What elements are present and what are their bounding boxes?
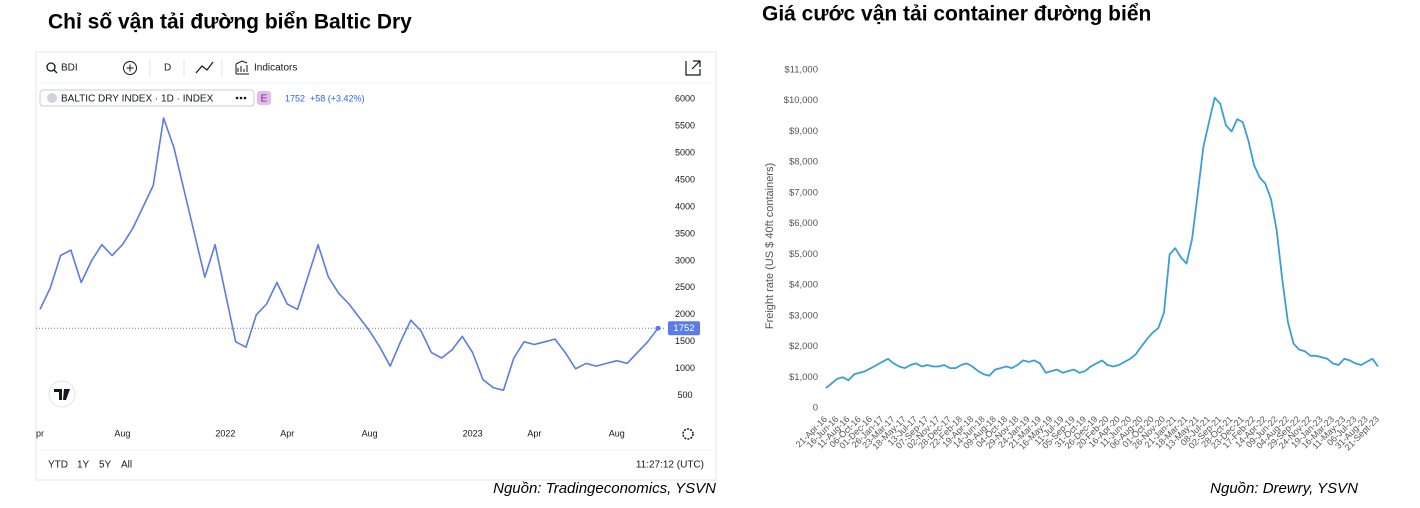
y-tick-label: 2000 — [675, 309, 695, 319]
compare-icon[interactable] — [123, 61, 137, 75]
panel — [35, 51, 717, 481]
y-tick-label: $11,000 — [784, 65, 818, 76]
search-icon — [53, 69, 58, 74]
range-button[interactable]: 5Y — [99, 460, 112, 471]
source: Nguồn: Drewry, YSVN — [1210, 480, 1358, 497]
range-button[interactable]: YTD — [48, 460, 68, 471]
y-tick-label: $8,000 — [789, 157, 818, 168]
more-icon — [235, 96, 239, 100]
y-tick-label: $6,000 — [789, 218, 818, 229]
line — [825, 96, 1379, 389]
logo — [54, 389, 70, 400]
exchange: E — [261, 94, 268, 105]
y-tick-label: $5,000 — [789, 249, 818, 260]
y-tick-label: 1500 — [675, 336, 695, 346]
indicators-icon[interactable] — [235, 60, 249, 75]
range-button[interactable]: All — [121, 460, 132, 471]
symbol[interactable]: BDI — [61, 63, 78, 74]
price-tag — [668, 321, 700, 336]
y-tick-label: $10,000 — [784, 95, 818, 106]
settings-icon[interactable] — [682, 428, 694, 440]
y-tick-label: 1000 — [675, 363, 695, 373]
x-tick-label: Apr — [280, 428, 294, 438]
y-tick-label: 4500 — [675, 174, 695, 184]
last-value: 1752 — [285, 93, 305, 103]
y-tick-label: $4,000 — [789, 280, 818, 291]
y-tick-label: $1,000 — [789, 372, 818, 383]
search-icon[interactable] — [46, 62, 56, 72]
y-tick-label: 5000 — [675, 147, 695, 157]
x-tick-label: Aug — [609, 428, 625, 438]
y-tick-label: 0 — [813, 403, 818, 414]
range-button[interactable]: 1Y — [77, 460, 90, 471]
x-tick-label: pr — [36, 428, 44, 438]
chart-title: Chỉ số vận tải đường biển Baltic Dry — [48, 11, 412, 34]
y-tick-label: $2,000 — [789, 341, 818, 352]
export-icon[interactable] — [685, 60, 701, 76]
x-tick-label: 2023 — [463, 428, 483, 438]
more-icon — [243, 96, 247, 100]
legend-title: BALTIC DRY INDEX · 1D · INDEX — [61, 94, 214, 105]
x-tick-label: Aug — [114, 428, 130, 438]
legend-logo — [47, 93, 57, 103]
y-axis-title: Freight rate (US $ 40ft containers) — [764, 163, 776, 329]
symbol-legend: BALTIC DRY INDEX · 1D · INDEX E 1752 +58… — [39, 89, 365, 107]
toolbar: BDI D Indicators — [36, 60, 716, 84]
chart-title: Giá cước vận tải container đường biển — [762, 3, 1151, 26]
y-tick-label: 5500 — [675, 120, 695, 130]
exchange-badge — [257, 91, 271, 105]
source: Nguồn: Tradingeconomics, YSVN — [493, 480, 716, 497]
y-tick-label: $3,000 — [789, 310, 818, 321]
last-point — [655, 325, 661, 331]
x-tick-label: 2022 — [215, 428, 235, 438]
chart-type-icon[interactable] — [195, 61, 214, 74]
x-tick-label: Apr — [527, 428, 541, 438]
y-tick-label: 500 — [677, 390, 692, 400]
y-tick-label: 4000 — [675, 201, 695, 211]
x-tick-label: Aug — [362, 428, 378, 438]
more-icon — [239, 96, 243, 100]
legend-box[interactable] — [39, 89, 255, 107]
line — [39, 117, 659, 392]
y-tick-label: 3000 — [675, 255, 695, 265]
y-tick-label: 2500 — [675, 282, 695, 292]
interval[interactable]: D — [164, 63, 171, 74]
indicators[interactable]: Indicators — [254, 63, 297, 74]
y-tick-label: 3500 — [675, 228, 695, 238]
y-tick-label: $9,000 — [789, 126, 818, 137]
price-tag-label: 1752 — [673, 323, 694, 334]
change: +58 (+3.42%) — [310, 93, 365, 103]
clock: 11:27:12 (UTC) — [636, 460, 704, 471]
y-tick-label: 6000 — [675, 93, 695, 103]
y-tick-label: $7,000 — [789, 187, 818, 198]
